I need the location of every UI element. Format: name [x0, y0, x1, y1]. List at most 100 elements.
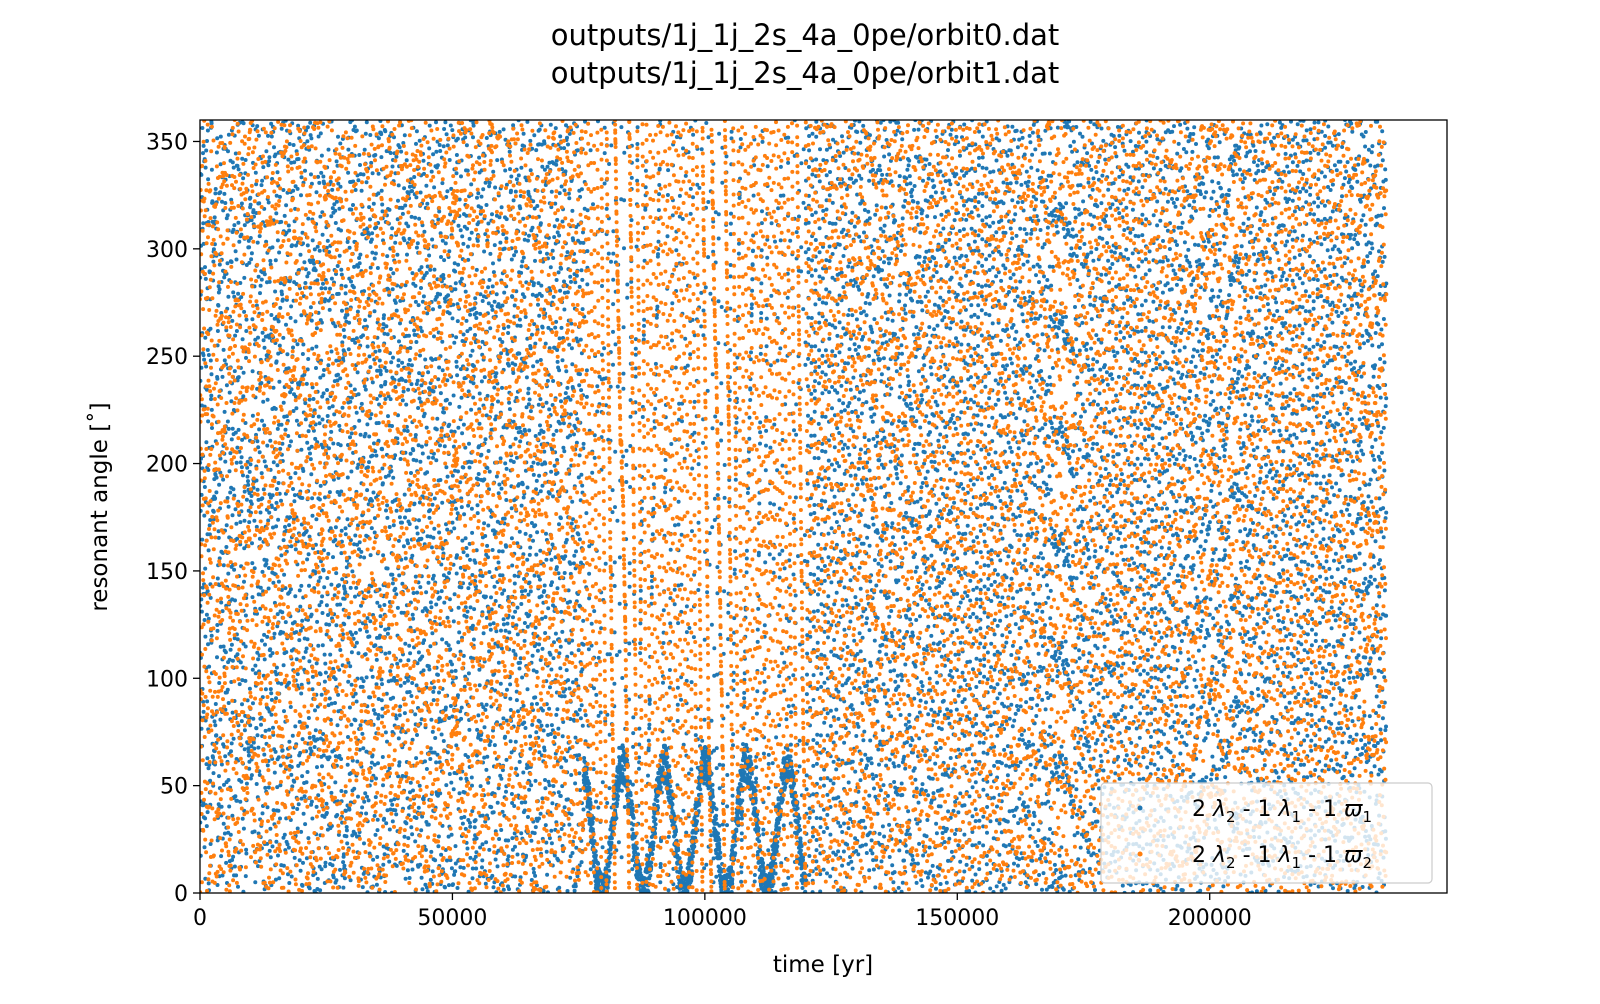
point-series-1: [237, 428, 241, 432]
point-series-1: [321, 233, 325, 237]
point-series-1: [468, 313, 472, 317]
point-series-1: [204, 166, 208, 170]
point-series-1: [290, 243, 294, 247]
point-series-1: [238, 682, 242, 686]
point-series-1: [243, 679, 247, 683]
point-series-1: [296, 342, 300, 346]
point-series-1: [587, 647, 591, 651]
point-series-1: [350, 431, 354, 435]
point-series-1: [491, 308, 495, 312]
point-series-1: [587, 782, 591, 786]
point-series-1: [235, 446, 239, 450]
point-series-1: [314, 728, 318, 732]
point-series-1: [425, 767, 429, 771]
point-series-1: [251, 668, 255, 672]
point-series-1: [386, 567, 390, 571]
point-series-1: [282, 538, 286, 542]
point-series-1: [277, 755, 281, 759]
point-series-1: [472, 381, 476, 385]
point-series-1: [448, 647, 452, 651]
point-series-1: [233, 369, 237, 373]
point-series-1: [533, 831, 537, 835]
point-series-1: [340, 529, 344, 533]
point-series-1: [460, 706, 464, 710]
point-series-1: [322, 753, 326, 757]
point-series-1: [555, 278, 559, 282]
point-series-1: [532, 867, 536, 871]
point-series-1: [404, 557, 408, 561]
point-series-1: [582, 643, 586, 647]
point-series-1: [244, 874, 248, 878]
point-series-1: [305, 441, 309, 445]
point-series-1: [372, 491, 376, 495]
point-series-1: [473, 296, 477, 300]
point-series-1: [388, 828, 392, 832]
point-series-1: [523, 621, 527, 625]
point-series-1: [571, 851, 575, 855]
point-series-1: [417, 303, 421, 307]
point-series-1: [566, 250, 570, 254]
point-series-1: [592, 609, 596, 613]
point-series-1: [508, 167, 512, 171]
point-series-1: [465, 615, 469, 619]
point-series-1: [277, 251, 281, 255]
point-series-1: [370, 526, 374, 530]
point-series-1: [498, 241, 502, 245]
point-series-1: [573, 889, 577, 893]
point-series-1: [380, 714, 384, 718]
point-series-1: [359, 433, 363, 437]
point-series-1: [301, 861, 305, 865]
point-series-1: [274, 524, 278, 528]
point-series-1: [584, 772, 588, 776]
point-series-1: [510, 295, 514, 299]
point-series-1: [534, 825, 538, 829]
point-series-1: [309, 136, 313, 140]
point-series-1: [476, 503, 480, 507]
point-series-1: [456, 319, 460, 323]
point-series-1: [549, 123, 553, 127]
point-series-1: [563, 805, 567, 809]
point-series-1: [466, 245, 470, 249]
point-series-1: [343, 335, 347, 339]
point-series-1: [308, 398, 312, 402]
point-series-1: [467, 442, 471, 446]
point-series-1: [235, 258, 239, 262]
point-series-1: [596, 806, 600, 810]
point-series-1: [488, 252, 492, 256]
point-series-1: [223, 410, 227, 414]
point-series-1: [277, 319, 281, 323]
point-series-1: [520, 504, 524, 508]
point-series-1: [473, 825, 477, 829]
point-series-1: [338, 142, 342, 146]
point-series-1: [485, 544, 489, 548]
point-series-1: [553, 326, 557, 330]
point-series-1: [432, 185, 436, 189]
point-series-1: [312, 397, 316, 401]
point-series-1: [336, 373, 340, 377]
point-series-1: [367, 435, 371, 439]
point-series-1: [452, 787, 456, 791]
point-series-1: [282, 401, 286, 405]
point-series-1: [204, 440, 208, 444]
point-series-1: [257, 275, 261, 279]
point-series-1: [219, 135, 223, 139]
point-series-1: [291, 189, 295, 193]
point-series-1: [452, 341, 456, 345]
point-series-1: [567, 823, 571, 827]
point-series-1: [374, 795, 378, 799]
point-series-1: [507, 364, 511, 368]
point-series-1: [579, 716, 583, 720]
point-series-1: [608, 861, 612, 865]
point-series-1: [339, 443, 343, 447]
point-series-1: [336, 723, 340, 727]
point-series-1: [408, 876, 412, 880]
point-series-1: [299, 869, 303, 873]
point-series-1: [520, 801, 524, 805]
point-series-1: [345, 841, 349, 845]
point-series-1: [278, 195, 282, 199]
point-series-1: [535, 479, 539, 483]
point-series-1: [528, 546, 532, 550]
point-series-1: [455, 373, 459, 377]
point-series-1: [285, 352, 289, 356]
